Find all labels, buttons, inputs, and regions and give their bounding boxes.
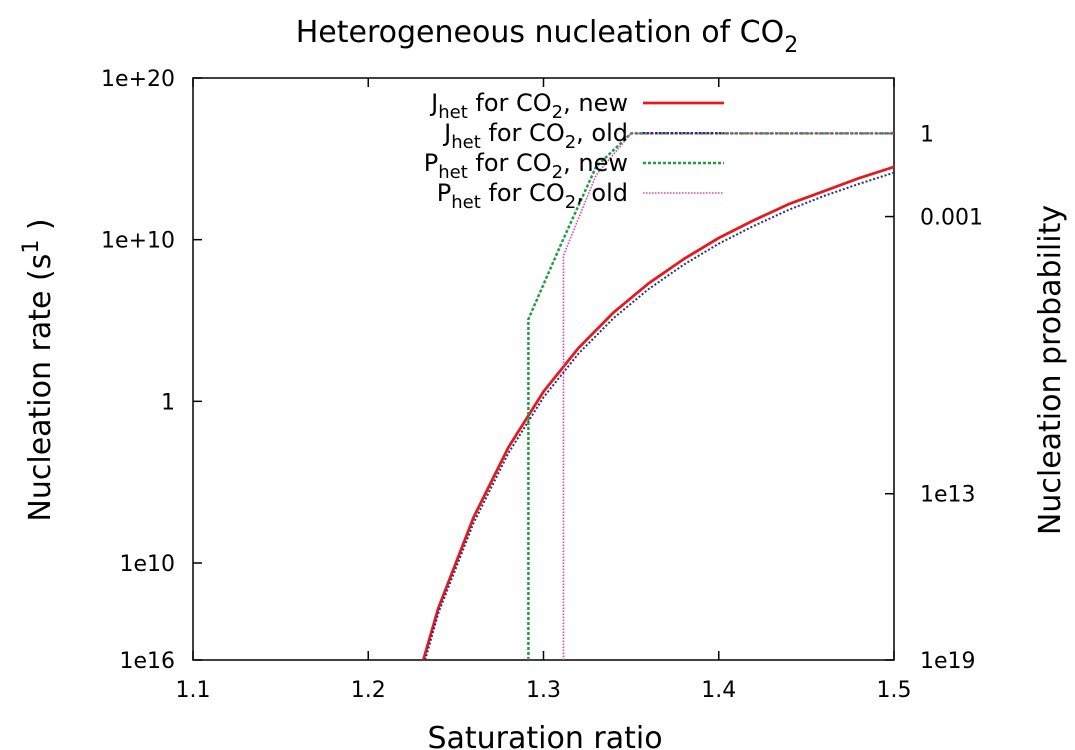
x-tick-label: 1.4 xyxy=(701,678,736,703)
y-axis-label: Nucleation rate (s1 ) xyxy=(19,218,58,521)
legend-label-part: J xyxy=(429,89,438,117)
legend-label-part: 2 xyxy=(565,192,576,213)
x-tick-label: 1.2 xyxy=(351,678,386,703)
legend-label-part: , new xyxy=(563,149,628,177)
y-tick-label: 1e+20 xyxy=(101,67,175,92)
chart-title: Heterogeneous nucleation of CO2 xyxy=(296,15,798,58)
legend-item: Phet for CO2, old xyxy=(437,179,724,213)
x-tick-label: 1.1 xyxy=(176,678,211,703)
y2-tick-label: 1e13 xyxy=(920,483,976,508)
y-tick-label: 1 xyxy=(161,390,175,415)
legend-label: Phet for CO2, new xyxy=(424,149,628,183)
y-tick-label: 1e16 xyxy=(119,649,175,674)
legend-label-part: P xyxy=(437,179,451,207)
y2-tick-label: 1e19 xyxy=(920,649,976,674)
legend-label-part: P xyxy=(424,149,438,177)
y-axis-ticks: 1e+20 1e+10 1 1e10 1e16 xyxy=(101,67,202,674)
legend-label-part: 2 xyxy=(552,102,563,123)
x-tick-label: 1.3 xyxy=(526,678,561,703)
legend-item: Jhet for CO2, old xyxy=(442,119,724,153)
legend-label-part: het xyxy=(438,162,468,183)
legend-item: Jhet for CO2, new xyxy=(429,89,724,123)
legend-label-part: 2 xyxy=(565,132,576,153)
chart-title-main: Heterogeneous nucleation of CO xyxy=(296,15,784,50)
legend-label-part: het xyxy=(438,102,468,123)
legend-label-part: J xyxy=(442,119,451,147)
y-axis-label-main: Nucleation rate (s xyxy=(23,254,58,522)
legend-item: Phet for CO2, new xyxy=(424,149,724,183)
y2-tick-label: 0.001 xyxy=(920,206,983,231)
legend-label-part: for CO xyxy=(468,149,552,177)
legend-label-part: for CO xyxy=(481,119,565,147)
series-line-3 xyxy=(562,132,894,660)
legend-label-part: het xyxy=(451,192,481,213)
y-axis-label-close: ) xyxy=(23,218,58,239)
legend-label-part: for CO xyxy=(468,89,552,117)
y2-axis-label: Nucleation probability xyxy=(1033,205,1068,535)
y-tick-label: 1e10 xyxy=(119,552,175,577)
legend-label-part: for CO xyxy=(481,179,565,207)
series-line-0 xyxy=(421,165,895,661)
x-tick-label: 1.5 xyxy=(877,678,912,703)
legend-label-part: 2 xyxy=(552,162,563,183)
series-line-2 xyxy=(527,132,894,660)
x-axis-label: Saturation ratio xyxy=(427,721,662,750)
legend-label: Jhet for CO2, new xyxy=(429,89,628,123)
legend-label: Phet for CO2, old xyxy=(437,179,628,213)
series-line-1 xyxy=(424,171,895,661)
legend-label-part: het xyxy=(451,132,481,153)
series-layer xyxy=(421,132,895,661)
x-axis-ticks: 1.1 1.2 1.3 1.4 1.5 xyxy=(176,78,912,703)
y-axis-label-superscript: 1 xyxy=(19,240,44,254)
y-tick-label: 1e+10 xyxy=(101,229,175,254)
legend-label-part: , old xyxy=(576,119,628,147)
legend-label-part: , new xyxy=(563,89,628,117)
chart-title-subscript: 2 xyxy=(784,33,798,58)
y2-axis-ticks: 1 0.001 1e13 1e19 xyxy=(885,122,983,674)
legend-label-part: , old xyxy=(576,179,628,207)
legend-label: Jhet for CO2, old xyxy=(442,119,628,153)
y2-tick-label: 1 xyxy=(920,122,934,147)
